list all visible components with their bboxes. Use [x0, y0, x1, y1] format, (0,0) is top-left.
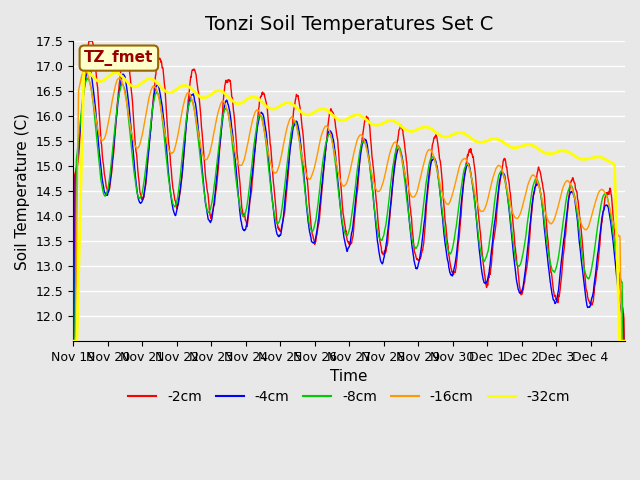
- X-axis label: Time: Time: [330, 370, 368, 384]
- Title: Tonzi Soil Temperatures Set C: Tonzi Soil Temperatures Set C: [205, 15, 493, 34]
- Text: TZ_fmet: TZ_fmet: [84, 50, 154, 66]
- Y-axis label: Soil Temperature (C): Soil Temperature (C): [15, 113, 30, 270]
- Legend: -2cm, -4cm, -8cm, -16cm, -32cm: -2cm, -4cm, -8cm, -16cm, -32cm: [123, 384, 575, 409]
